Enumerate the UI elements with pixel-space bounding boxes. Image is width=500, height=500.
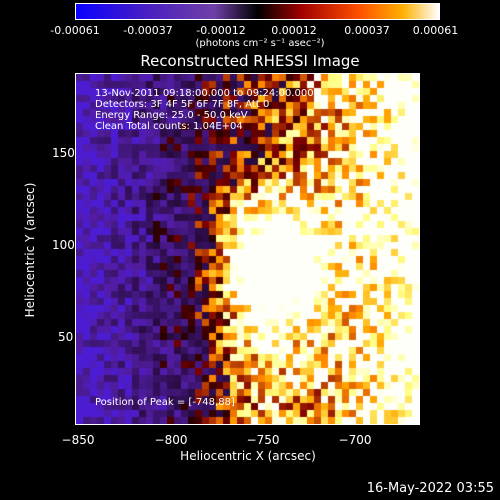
colorbar-tick: 0.00061: [412, 24, 459, 37]
info-detectors: Detectors: 3F 4F 5F 6F 7F 8F, Att 0: [95, 99, 270, 110]
info-time: 13-Nov-2011 09:18:00.000 to 09:24:00.000: [95, 88, 314, 99]
info-energy: Energy Range: 25.0 - 50.0 keV: [95, 110, 248, 121]
y-tick: 150: [52, 146, 75, 160]
x-tick: −700: [338, 433, 372, 447]
peak-position: Position of Peak = [-748,88]: [95, 397, 235, 408]
colorbar-units: (photons cm⁻² s⁻¹ asec⁻²): [195, 38, 325, 49]
x-axis-label: Heliocentric X (arcsec): [180, 449, 316, 463]
info-clean: Clean Total counts: 1.04E+04: [95, 121, 243, 132]
y-axis-label: Heliocentric Y (arcsec): [23, 182, 37, 318]
colorbar-gradient: [76, 4, 439, 19]
x-tick: −750: [246, 433, 280, 447]
colorbar-tick: -0.00012: [196, 24, 246, 37]
y-tick: 100: [52, 238, 75, 252]
colorbar: [75, 3, 440, 20]
colorbar-tick: -0.00037: [123, 24, 173, 37]
plot-title: Reconstructed RHESSI Image: [140, 52, 360, 70]
colorbar-tick: -0.00061: [50, 24, 100, 37]
colorbar-tick: 0.00037: [344, 24, 390, 37]
y-tick: 50: [58, 330, 74, 344]
timestamp: 16-May-2022 03:55: [366, 481, 494, 496]
x-tick: −800: [154, 433, 188, 447]
heatmap-canvas: [76, 74, 419, 424]
image-plot: [75, 73, 420, 425]
x-tick: −850: [61, 433, 95, 447]
colorbar-tick: 0.00012: [271, 24, 317, 37]
